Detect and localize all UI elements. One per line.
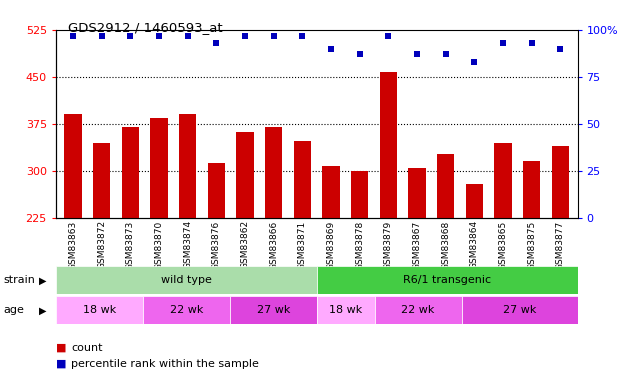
Point: [97, 33, 107, 39]
Text: ▶: ▶: [39, 275, 46, 285]
Point: [527, 40, 537, 46]
Bar: [523, 161, 540, 218]
Bar: [179, 114, 196, 218]
Bar: [56, 296, 143, 324]
Bar: [551, 146, 569, 218]
Point: [326, 46, 336, 52]
Point: [125, 33, 135, 39]
Point: [154, 33, 164, 39]
Point: [269, 33, 279, 39]
Bar: [494, 142, 512, 218]
Text: age: age: [3, 305, 24, 315]
Bar: [230, 296, 317, 324]
Bar: [208, 163, 225, 218]
Bar: [437, 154, 455, 218]
Bar: [466, 184, 483, 218]
Bar: [294, 141, 311, 218]
Text: 22 wk: 22 wk: [401, 305, 435, 315]
Point: [498, 40, 508, 46]
Text: count: count: [71, 343, 103, 353]
Bar: [322, 166, 340, 218]
Point: [211, 40, 221, 46]
Point: [412, 51, 422, 57]
Point: [355, 51, 365, 57]
Text: ■: ■: [56, 359, 66, 369]
Text: 27 wk: 27 wk: [503, 305, 537, 315]
Text: wild type: wild type: [161, 275, 212, 285]
Text: 18 wk: 18 wk: [329, 305, 362, 315]
Bar: [237, 132, 253, 218]
Text: percentile rank within the sample: percentile rank within the sample: [71, 359, 260, 369]
Bar: [265, 127, 283, 218]
Text: ■: ■: [56, 343, 66, 353]
Bar: [461, 296, 578, 324]
Text: 27 wk: 27 wk: [256, 305, 290, 315]
Text: 22 wk: 22 wk: [170, 305, 203, 315]
Bar: [150, 117, 168, 218]
Point: [555, 46, 565, 52]
Bar: [93, 142, 111, 218]
Point: [297, 33, 307, 39]
Text: R6/1 transgenic: R6/1 transgenic: [403, 275, 491, 285]
Bar: [317, 266, 578, 294]
Point: [441, 51, 451, 57]
Text: 18 wk: 18 wk: [83, 305, 116, 315]
Point: [68, 33, 78, 39]
Bar: [374, 296, 461, 324]
Bar: [143, 296, 230, 324]
Text: strain: strain: [3, 275, 35, 285]
Point: [240, 33, 250, 39]
Point: [183, 33, 193, 39]
Text: ▶: ▶: [39, 305, 46, 315]
Point: [469, 59, 479, 65]
Bar: [351, 171, 368, 217]
Bar: [122, 127, 139, 218]
Text: GDS2912 / 1460593_at: GDS2912 / 1460593_at: [68, 21, 223, 34]
Bar: [65, 114, 82, 218]
Bar: [380, 72, 397, 217]
Point: [383, 33, 393, 39]
Bar: [56, 266, 317, 294]
Bar: [317, 296, 374, 324]
Bar: [409, 168, 425, 217]
